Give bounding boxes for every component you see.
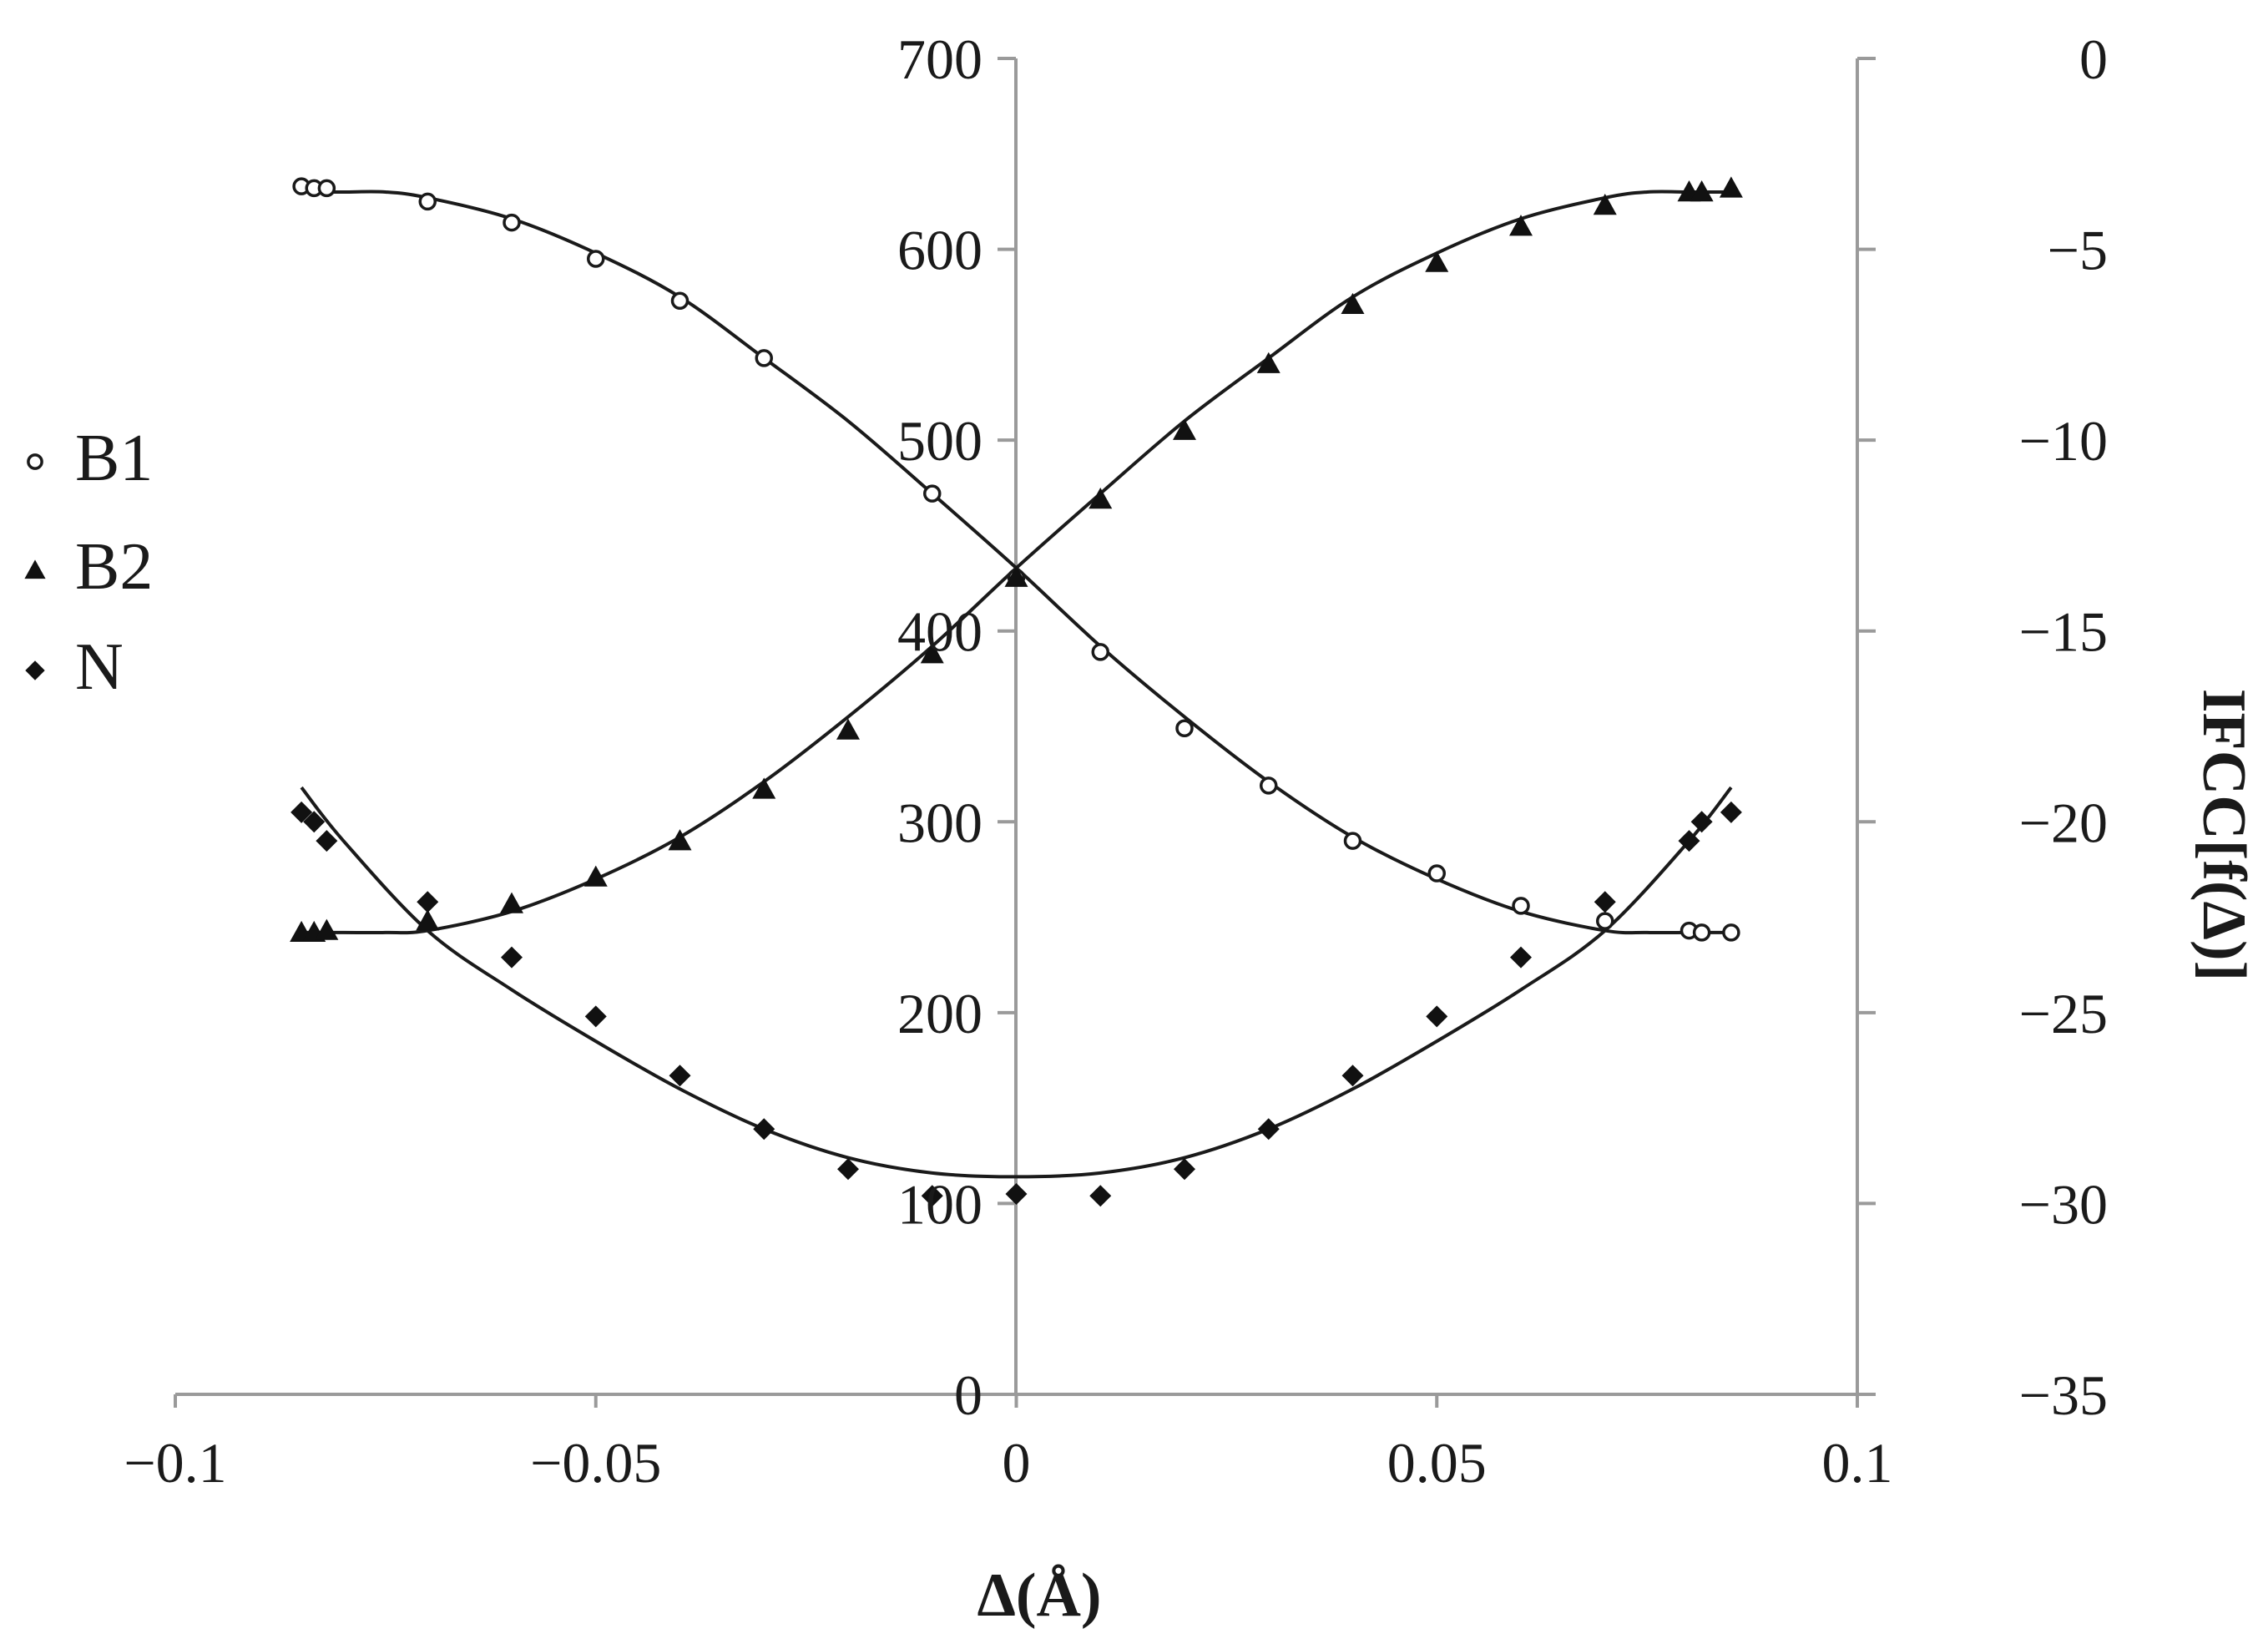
data-point-b2 — [315, 918, 339, 940]
data-point-b2 — [500, 892, 523, 913]
data-point-n — [753, 1118, 775, 1141]
y2-tick-label: −15 — [2019, 600, 2108, 664]
data-point-b1 — [1175, 719, 1194, 738]
data-point-n — [669, 1065, 691, 1087]
data-point-b1 — [755, 349, 773, 367]
y-tick-label: 200 — [897, 982, 982, 1045]
data-point-n — [1594, 891, 1616, 913]
data-point-n — [584, 1005, 607, 1028]
data-point-n — [1174, 1158, 1195, 1181]
y-tick-label: 600 — [897, 219, 982, 282]
data-point-b2 — [668, 829, 692, 851]
y-tick-label: 300 — [897, 791, 982, 854]
data-point-n — [303, 811, 326, 833]
data-point-n — [1089, 1185, 1112, 1207]
axes-layer — [174, 57, 1876, 1408]
y-tick-label: 400 — [897, 600, 982, 664]
y2-tick-label: −10 — [2019, 409, 2108, 473]
legend-item-b1: B1 — [27, 422, 153, 495]
data-point-b1 — [418, 192, 437, 211]
data-point-n — [1341, 1065, 1364, 1087]
data-point-b2 — [1690, 180, 1714, 202]
data-point-b1 — [503, 213, 521, 232]
y2-tick-label: −20 — [2019, 791, 2108, 854]
data-point-b1 — [1427, 864, 1446, 883]
data-point-b1 — [1260, 776, 1278, 795]
data-point-n — [417, 891, 439, 913]
data-point-n — [1678, 830, 1700, 852]
data-point-b2 — [1173, 418, 1196, 440]
legend-item-n: N — [25, 630, 124, 704]
legend: B1 B2 N — [24, 422, 153, 704]
data-point-b2 — [920, 642, 944, 664]
data-point-b2 — [752, 777, 776, 799]
y-tick-label: 0 — [954, 1363, 982, 1427]
series-n — [290, 801, 1742, 1207]
y2-axis-title: IFCC[f(Δ)] — [2190, 689, 2258, 982]
data-point-n — [1510, 946, 1532, 969]
y-tick-label: 700 — [897, 28, 982, 91]
data-point-b2 — [1089, 488, 1113, 509]
data-point-b1 — [1091, 643, 1109, 661]
data-point-b2 — [1256, 352, 1280, 373]
data-point-n — [1720, 801, 1742, 823]
legend-marker-b2 — [24, 559, 46, 579]
data-point-b2 — [416, 909, 440, 931]
data-point-n — [1690, 811, 1713, 833]
y-tick-label: 500 — [897, 409, 982, 473]
data-point-b1 — [1692, 923, 1711, 942]
data-point-n — [1426, 1005, 1448, 1028]
y2-tick-label: 0 — [2079, 28, 2108, 91]
data-point-n — [1005, 1183, 1028, 1205]
data-markers-layer — [290, 176, 1743, 1207]
data-point-b1 — [670, 291, 689, 311]
data-point-b1 — [317, 179, 336, 198]
data-point-b1 — [1512, 897, 1530, 915]
legend-label-b1: B1 — [75, 422, 153, 495]
x-tick-label: 0.05 — [1387, 1431, 1487, 1495]
legend-marker-n — [25, 660, 45, 680]
data-point-b2 — [1509, 215, 1533, 236]
data-point-n — [1257, 1118, 1280, 1141]
data-point-b1 — [923, 484, 942, 503]
data-point-n — [501, 946, 523, 969]
legend-label-n: N — [75, 630, 124, 704]
x-tick-label: −0.1 — [124, 1431, 226, 1495]
series-b2 — [290, 176, 1743, 943]
y-tick-label: 100 — [897, 1172, 982, 1236]
legend-item-b2: B2 — [24, 530, 153, 604]
labels-layer: Δ(Å) IFCC[f(Δ)] −0.1 −0.05 0 0.05 0.1 0 100 200… — [124, 28, 2258, 1630]
legend-marker-b1 — [27, 453, 43, 470]
data-point-b2 — [836, 718, 860, 740]
series-b1 — [292, 177, 1740, 942]
data-point-n — [921, 1185, 943, 1207]
data-point-b2 — [1004, 565, 1028, 587]
data-point-b1 — [587, 250, 605, 268]
data-point-n — [290, 801, 313, 823]
y2-tick-label: −30 — [2019, 1172, 2108, 1236]
n-fit-curve — [300, 786, 1733, 1179]
x-tick-label: −0.05 — [530, 1431, 661, 1495]
data-point-b2 — [1593, 194, 1617, 215]
x-tick-label: 0.1 — [1822, 1431, 1893, 1495]
y2-tick-label: −25 — [2019, 982, 2108, 1045]
data-point-n — [837, 1158, 859, 1181]
data-point-b2 — [1341, 292, 1365, 315]
data-point-b2 — [1425, 250, 1449, 272]
data-point-b1 — [1343, 832, 1362, 850]
x-tick-label: 0 — [1003, 1431, 1031, 1495]
data-point-n — [316, 830, 338, 852]
data-point-b2 — [1719, 176, 1743, 198]
y2-tick-label: −5 — [2048, 219, 2108, 282]
data-point-b2 — [583, 865, 608, 887]
data-point-b1 — [1596, 912, 1614, 930]
data-point-b1 — [1722, 923, 1740, 942]
legend-label-b2: B2 — [75, 530, 153, 604]
y2-tick-label: −35 — [2019, 1363, 2108, 1427]
x-axis-title: Δ(Å) — [977, 1561, 1101, 1630]
